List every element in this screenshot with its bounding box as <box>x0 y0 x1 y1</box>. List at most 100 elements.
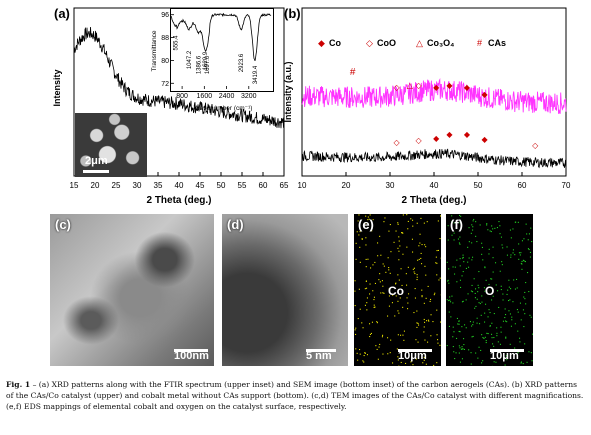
eds-dot <box>512 228 514 230</box>
eds-dot <box>461 301 463 303</box>
eds-dot <box>478 271 480 273</box>
eds-dot <box>514 288 516 290</box>
eds-dot <box>456 259 458 261</box>
eds-dot <box>487 333 489 335</box>
eds-dot <box>505 314 507 316</box>
eds-dot <box>420 257 422 259</box>
eds-dot <box>412 251 414 253</box>
xrd-marker-upper: ◇ <box>394 83 401 92</box>
eds-dot <box>383 265 385 267</box>
eds-dot <box>470 352 472 354</box>
eds-dot <box>518 243 520 245</box>
eds-dot <box>446 299 448 301</box>
eds-dot <box>491 322 493 324</box>
eds-dot <box>508 310 510 312</box>
eds-dot <box>488 286 490 288</box>
eds-dot <box>504 308 506 310</box>
eds-dot <box>523 260 525 262</box>
eds-dot <box>374 261 376 263</box>
eds-dot <box>486 223 488 225</box>
eds-dot <box>524 298 526 300</box>
eds-dot <box>478 346 480 348</box>
eds-dot <box>390 339 392 341</box>
eds-f-scalebar <box>490 349 524 352</box>
eds-dot <box>495 262 497 264</box>
eds-dot <box>390 251 392 253</box>
eds-dot <box>476 322 478 324</box>
eds-dot <box>485 342 487 344</box>
eds-dot <box>504 364 506 366</box>
eds-dot <box>399 245 401 247</box>
eds-dot <box>530 227 532 229</box>
eds-dot <box>413 267 415 269</box>
eds-dot <box>437 339 439 341</box>
xrd-marker-lower: ◆ <box>433 134 440 143</box>
eds-dot <box>439 344 441 346</box>
eds-dot <box>407 266 409 268</box>
eds-dot <box>460 348 462 350</box>
xtick-label-a: 35 <box>154 181 163 190</box>
eds-dot <box>357 318 359 320</box>
eds-dot <box>421 295 423 297</box>
eds-dot <box>492 228 494 230</box>
eds-dot <box>400 268 402 270</box>
eds-dot <box>481 295 483 297</box>
eds-dot <box>423 318 425 320</box>
ftir-peak-label: 555.4 <box>173 35 179 51</box>
eds-dot <box>493 313 495 315</box>
eds-dot <box>459 222 461 224</box>
eds-dot <box>365 222 367 224</box>
ylabel-a: Intensity <box>52 69 62 106</box>
eds-dot <box>501 264 503 266</box>
eds-dot <box>364 304 366 306</box>
eds-dot <box>382 353 384 355</box>
eds-dot <box>387 353 389 355</box>
eds-dot <box>529 256 531 258</box>
eds-dot <box>358 214 360 216</box>
eds-dot <box>472 291 474 293</box>
eds-dot <box>512 301 514 303</box>
eds-dot <box>477 291 479 293</box>
eds-dot <box>512 249 514 251</box>
eds-dot <box>491 278 493 280</box>
eds-dot <box>372 219 374 221</box>
eds-dot <box>430 335 432 337</box>
eds-dot <box>376 322 378 324</box>
xrd-chart-b: 10 20 30 40 50 60 70 #◇ △ ◇ ◆ ◆ ◆◆◇ ◇ ◆ ◆ ◆◆◇ ◆ Co ◇ CoO △ C… <box>283 7 571 206</box>
ftir-ytick-label: 88 <box>161 35 169 42</box>
xrd-curve-a <box>73 26 285 129</box>
eds-dot <box>387 257 389 259</box>
eds-dot <box>489 312 491 314</box>
eds-dot <box>393 241 395 243</box>
eds-dot <box>417 322 419 324</box>
eds-dot <box>382 263 384 265</box>
eds-dot <box>402 214 404 216</box>
eds-dot <box>520 319 522 321</box>
eds-dot <box>371 230 373 232</box>
eds-dot <box>387 337 389 339</box>
xrd-marker-lower: ◇ <box>394 138 401 147</box>
eds-dot <box>420 252 422 254</box>
eds-dot <box>458 323 460 325</box>
eds-dot <box>427 319 429 321</box>
eds-dot <box>373 299 375 301</box>
eds-dot <box>453 239 455 241</box>
eds-dot <box>359 231 361 233</box>
tem-image-d: (d) 5 nm <box>222 214 348 366</box>
eds-dot <box>530 316 532 318</box>
eds-dot <box>377 242 379 244</box>
eds-dot <box>459 279 461 281</box>
eds-dot <box>357 220 359 222</box>
eds-dot <box>474 297 476 299</box>
eds-dot <box>471 242 473 244</box>
eds-dot <box>457 323 459 325</box>
eds-dot <box>519 341 521 343</box>
eds-dot <box>418 324 420 326</box>
eds-dot <box>452 336 454 338</box>
eds-dot <box>397 274 399 276</box>
xrd-marker-lower: ◆ <box>464 130 471 139</box>
eds-dot <box>500 285 502 287</box>
eds-dot <box>489 325 491 327</box>
eds-dot <box>519 302 521 304</box>
legend-label: CoO <box>377 38 396 48</box>
